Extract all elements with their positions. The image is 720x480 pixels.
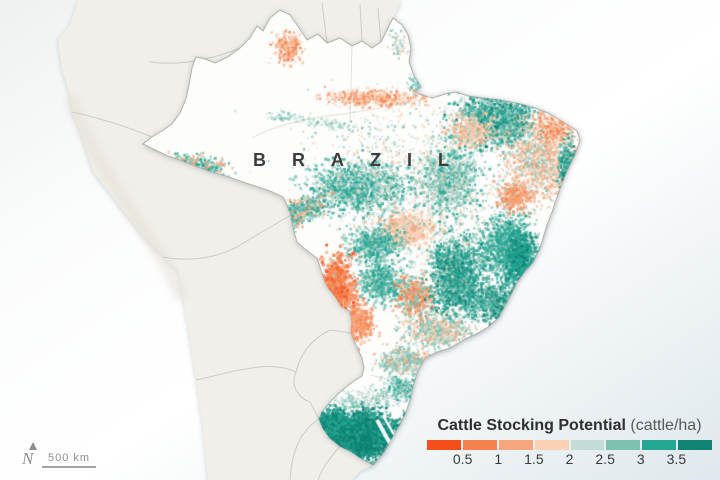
legend-tick-label: 2: [565, 451, 574, 467]
legend-tick-label: 1: [494, 451, 503, 467]
legend-swatch: [678, 440, 712, 450]
legend-tick-label: 0.5: [452, 451, 473, 467]
legend-tick-label: 2.5: [595, 451, 615, 467]
legend-title: Cattle Stocking Potential (cattle/ha): [427, 417, 712, 435]
legend-swatch: [427, 440, 461, 450]
legend-tick-label: 3.5: [666, 451, 687, 467]
legend-color-bar: [427, 440, 712, 450]
legend-title-bold: Cattle Stocking Potential: [437, 417, 626, 434]
scale-bar: N 500 km: [12, 440, 122, 474]
legend-swatch: [498, 440, 533, 450]
scale-bar-line: [42, 466, 96, 468]
north-arrow-icon: [29, 442, 37, 450]
legend-swatch: [606, 440, 641, 450]
legend-swatch: [534, 440, 569, 450]
legend-swatch: [570, 440, 605, 450]
legend-swatch: [642, 440, 677, 450]
country-label: BRAZIL: [253, 150, 475, 170]
north-label: N: [22, 449, 34, 468]
legend-tick-labels: 0.5 1 1.5 2 2.5 3 3.5: [427, 451, 712, 468]
legend: Cattle Stocking Potential (cattle/ha) 0.…: [427, 417, 712, 468]
legend-tick-label: 3: [636, 451, 645, 467]
legend-tick-label: 1.5: [524, 451, 544, 467]
legend-title-unit: (cattle/ha): [625, 417, 702, 434]
scale-bar-label: 500 km: [47, 452, 91, 464]
legend-swatch: [462, 440, 497, 450]
